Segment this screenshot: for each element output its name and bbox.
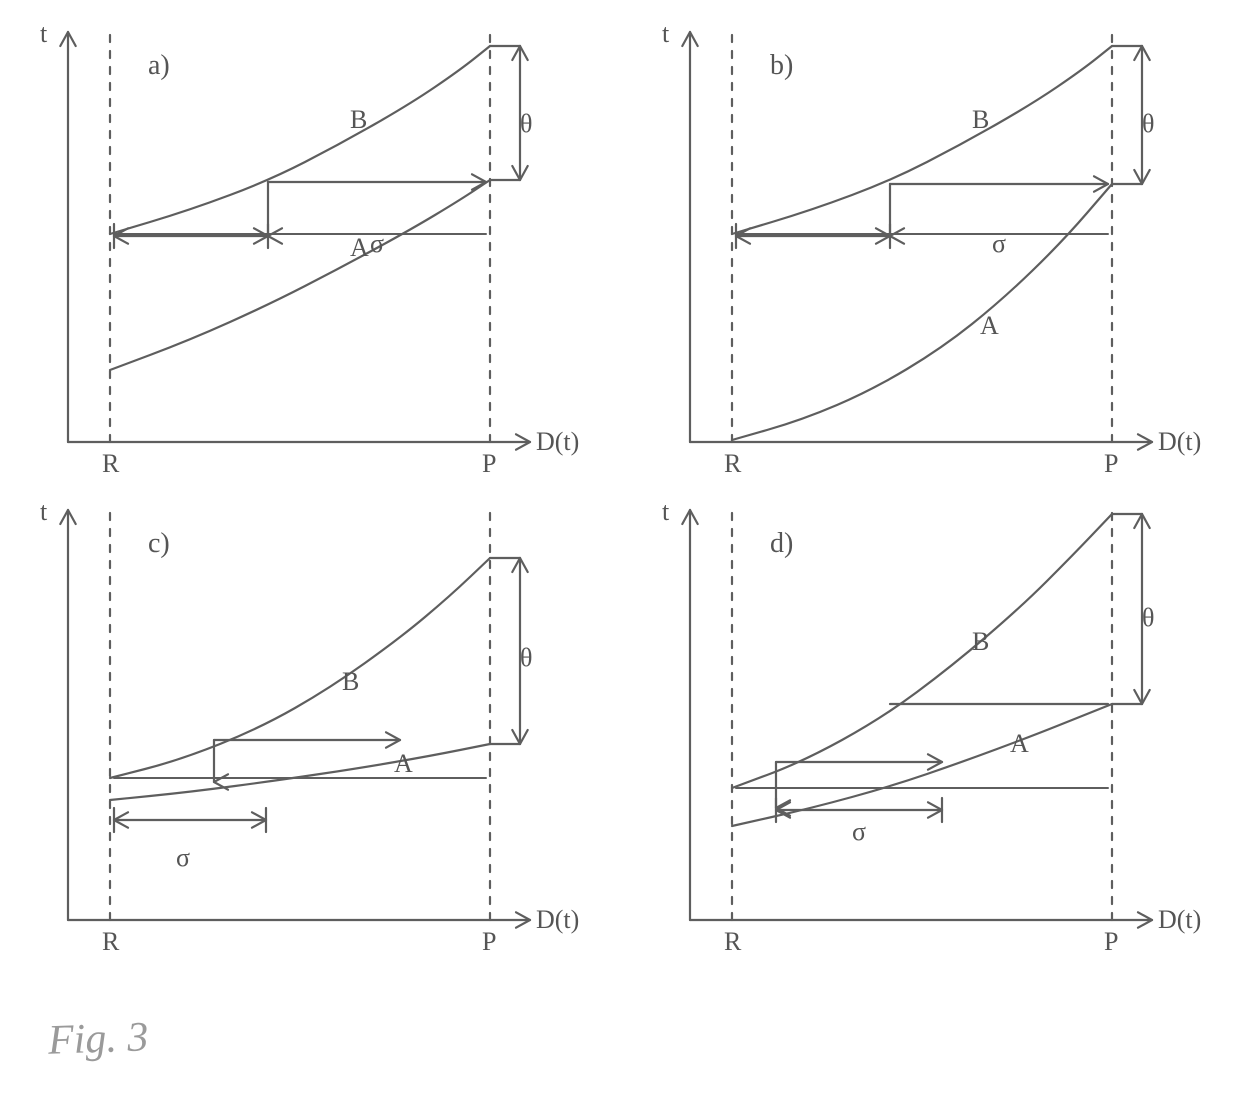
- figure-caption: Fig. 3: [47, 1013, 149, 1064]
- svg-text:c): c): [148, 528, 170, 559]
- svg-text:D(t): D(t): [536, 905, 579, 934]
- svg-text:B: B: [972, 627, 989, 656]
- svg-text:A: A: [980, 311, 999, 340]
- svg-text:σ: σ: [176, 843, 190, 872]
- svg-text:a): a): [148, 50, 170, 81]
- svg-text:D(t): D(t): [1158, 427, 1201, 456]
- svg-text:A: A: [394, 749, 413, 778]
- panel-c: t D(t) R P A Bθ σ c): [40, 497, 579, 956]
- svg-text:θ: θ: [520, 109, 532, 138]
- svg-text:t: t: [662, 19, 670, 48]
- svg-text:t: t: [662, 497, 670, 526]
- svg-text:t: t: [40, 19, 48, 48]
- svg-text:A: A: [350, 233, 369, 262]
- svg-text:R: R: [724, 449, 742, 478]
- svg-text:σ: σ: [370, 229, 384, 258]
- svg-text:D(t): D(t): [1158, 905, 1201, 934]
- panel-b: t D(t) R P A Bθ σ b): [662, 19, 1201, 478]
- svg-text:θ: θ: [520, 643, 532, 672]
- svg-text:R: R: [102, 449, 120, 478]
- svg-text:θ: θ: [1142, 603, 1154, 632]
- svg-text:b): b): [770, 50, 793, 81]
- svg-text:B: B: [342, 667, 359, 696]
- svg-text:t: t: [40, 497, 48, 526]
- svg-text:P: P: [1104, 927, 1118, 956]
- svg-text:R: R: [102, 927, 120, 956]
- svg-text:B: B: [350, 105, 367, 134]
- svg-text:d): d): [770, 528, 793, 559]
- svg-text:σ: σ: [852, 817, 866, 846]
- svg-text:θ: θ: [1142, 109, 1154, 138]
- svg-text:P: P: [482, 449, 496, 478]
- svg-text:σ: σ: [992, 229, 1006, 258]
- figure-page: tD(t)RPABθσa)tD(t)RPABθσb)tD(t)RPABθσc)t…: [0, 0, 1240, 1111]
- svg-text:R: R: [724, 927, 742, 956]
- figure-svg: tD(t)RPABθσa)tD(t)RPABθσb)tD(t)RPABθσc)t…: [0, 0, 1240, 980]
- panel-d: t D(t) R P A Bθ σ d): [662, 497, 1201, 956]
- panel-a: t D(t) R P A Bθ σ a): [40, 19, 579, 478]
- svg-text:D(t): D(t): [536, 427, 579, 456]
- svg-text:P: P: [482, 927, 496, 956]
- svg-text:P: P: [1104, 449, 1118, 478]
- svg-text:A: A: [1010, 729, 1029, 758]
- svg-text:B: B: [972, 105, 989, 134]
